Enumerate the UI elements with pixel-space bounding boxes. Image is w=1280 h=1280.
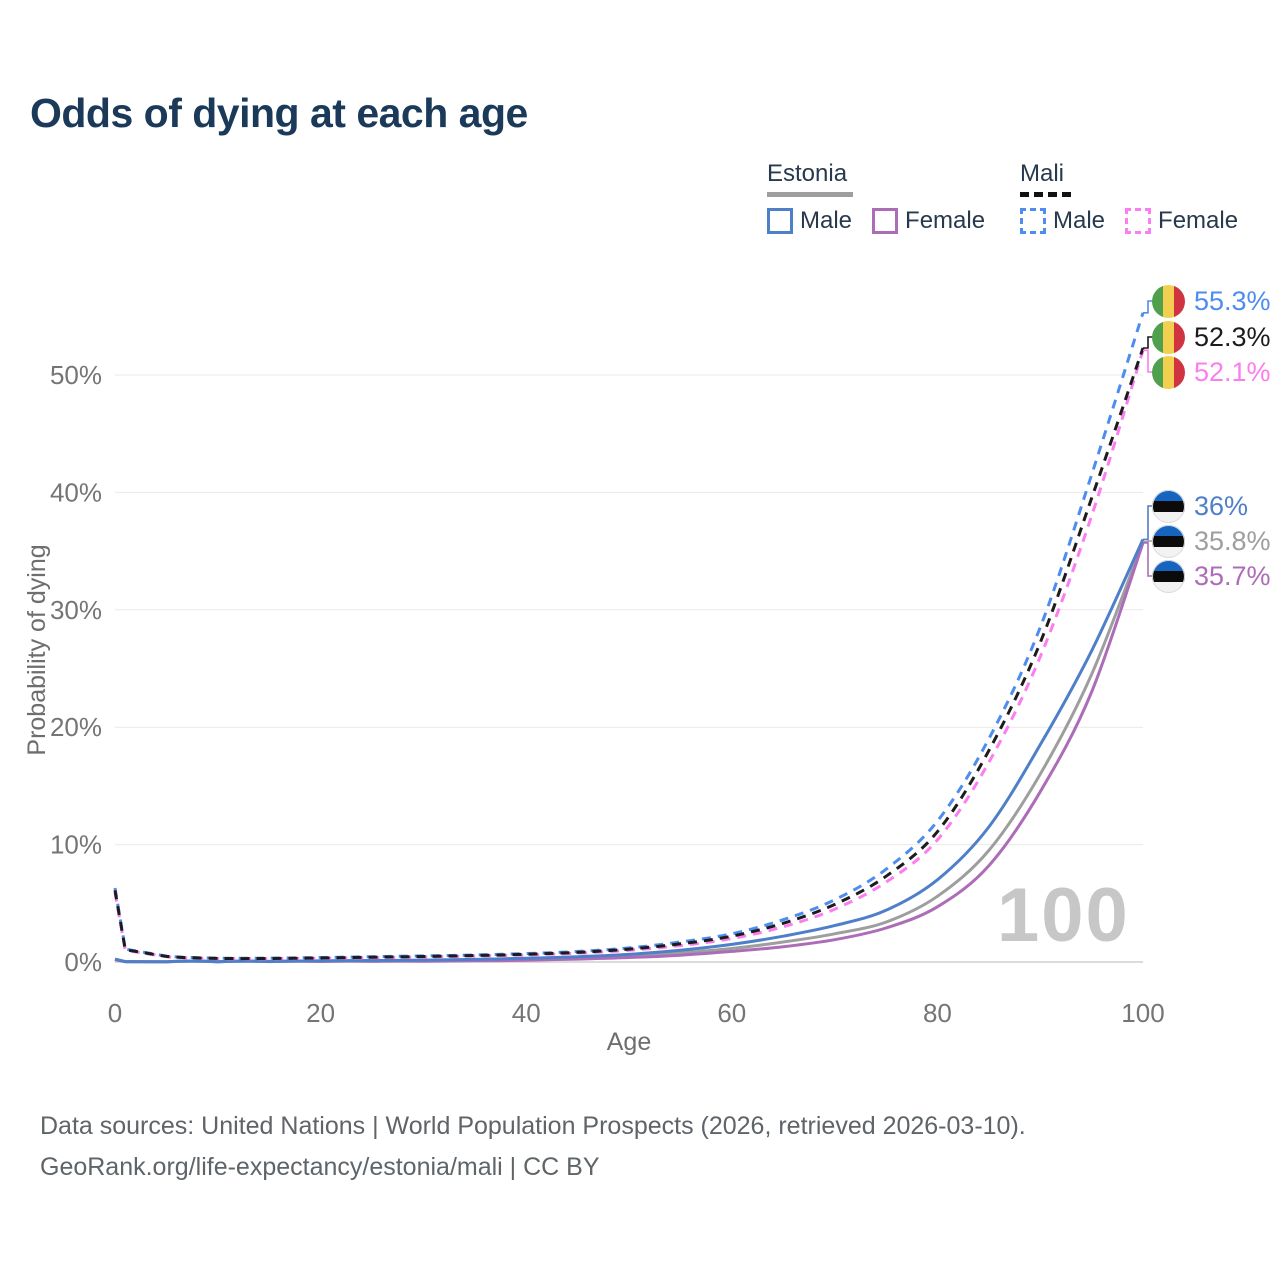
legend-group-estonia: Estonia Male Female — [767, 160, 1005, 235]
mali-flag-icon — [1152, 284, 1185, 318]
y-tick-label: 30% — [50, 595, 102, 625]
end-value: 36% — [1194, 490, 1249, 521]
legend-label: Male — [800, 207, 853, 234]
legend-item-mali-female[interactable]: Female — [1125, 207, 1238, 235]
legend-group-mali: Mali Male Female — [1020, 160, 1258, 235]
legend-item-estonia-female[interactable]: Female — [872, 207, 985, 235]
mali-line-style-sample — [1020, 192, 1072, 197]
end-value: 55.3% — [1194, 285, 1271, 316]
end-value: 35.7% — [1194, 560, 1271, 591]
legend-item-mali-male[interactable]: Male — [1020, 207, 1105, 235]
series-line-mali-male[interactable] — [113, 312, 1145, 960]
estonia-both-end-label: 35.8% — [1152, 524, 1271, 558]
mali-both-end-label: 52.3% — [1152, 320, 1271, 354]
estonia-flag-icon — [1152, 524, 1185, 558]
estonia-female-end-label: 35.7% — [1152, 559, 1271, 593]
legend-label: Male — [1053, 207, 1106, 234]
mali-male-end-label: 55.3% — [1152, 284, 1271, 318]
mali-flag-icon — [1152, 320, 1185, 354]
series-line-estonia-male[interactable] — [114, 538, 1145, 964]
estonia-line-style-sample — [767, 192, 853, 197]
x-tick-label: 100 — [1121, 998, 1164, 1028]
estonia-flag-icon — [1152, 489, 1185, 523]
source-line-2: GeoRank.org/life-expectancy/estonia/mali… — [40, 1153, 600, 1181]
end-value: 52.1% — [1194, 356, 1271, 387]
x-tick-label: 40 — [512, 998, 541, 1028]
y-tick-label: 50% — [50, 360, 102, 390]
estonia-female-swatch-icon — [872, 208, 899, 234]
legend-country-estonia: Estonia — [767, 160, 848, 187]
y-tick-label: 40% — [50, 477, 102, 507]
estonia-male-swatch-icon — [767, 208, 793, 234]
page-title: Odds of dying at each age — [30, 90, 528, 136]
y-tick-label: 10% — [50, 830, 102, 860]
data-sources: Data sources: United Nations | World Pop… — [40, 1106, 1026, 1188]
y-axis-title: Probability of dying — [23, 544, 51, 755]
y-tick-label: 20% — [50, 712, 102, 742]
series-line-mali-female[interactable] — [113, 349, 1145, 961]
x-tick-label: 20 — [306, 998, 335, 1028]
legend-label: Female — [1158, 207, 1239, 234]
x-axis-title: Age — [607, 1028, 651, 1056]
legend-item-estonia-male[interactable]: Male — [767, 207, 852, 235]
legend-label: Female — [905, 207, 986, 234]
end-value: 35.8% — [1194, 525, 1271, 556]
estonia-male-end-label: 36% — [1152, 489, 1248, 523]
legend-country-mali: Mali — [1020, 160, 1065, 187]
x-tick-label: 80 — [923, 998, 952, 1028]
source-line-1: Data sources: United Nations | World Pop… — [40, 1112, 1026, 1140]
mali-flag-icon — [1152, 355, 1185, 389]
x-tick-label: 60 — [717, 998, 746, 1028]
y-tick-label: 0% — [64, 947, 102, 977]
x-tick-label: 0 — [108, 998, 122, 1028]
age-counter-watermark: 100 — [997, 873, 1130, 958]
mali-male-swatch-icon — [1020, 208, 1046, 234]
series-line-mali-both-sexes[interactable] — [113, 347, 1145, 961]
mali-female-swatch-icon — [1125, 208, 1152, 234]
estonia-flag-icon — [1152, 559, 1185, 593]
mali-female-end-label: 52.1% — [1152, 355, 1271, 389]
end-value: 52.3% — [1194, 321, 1271, 352]
